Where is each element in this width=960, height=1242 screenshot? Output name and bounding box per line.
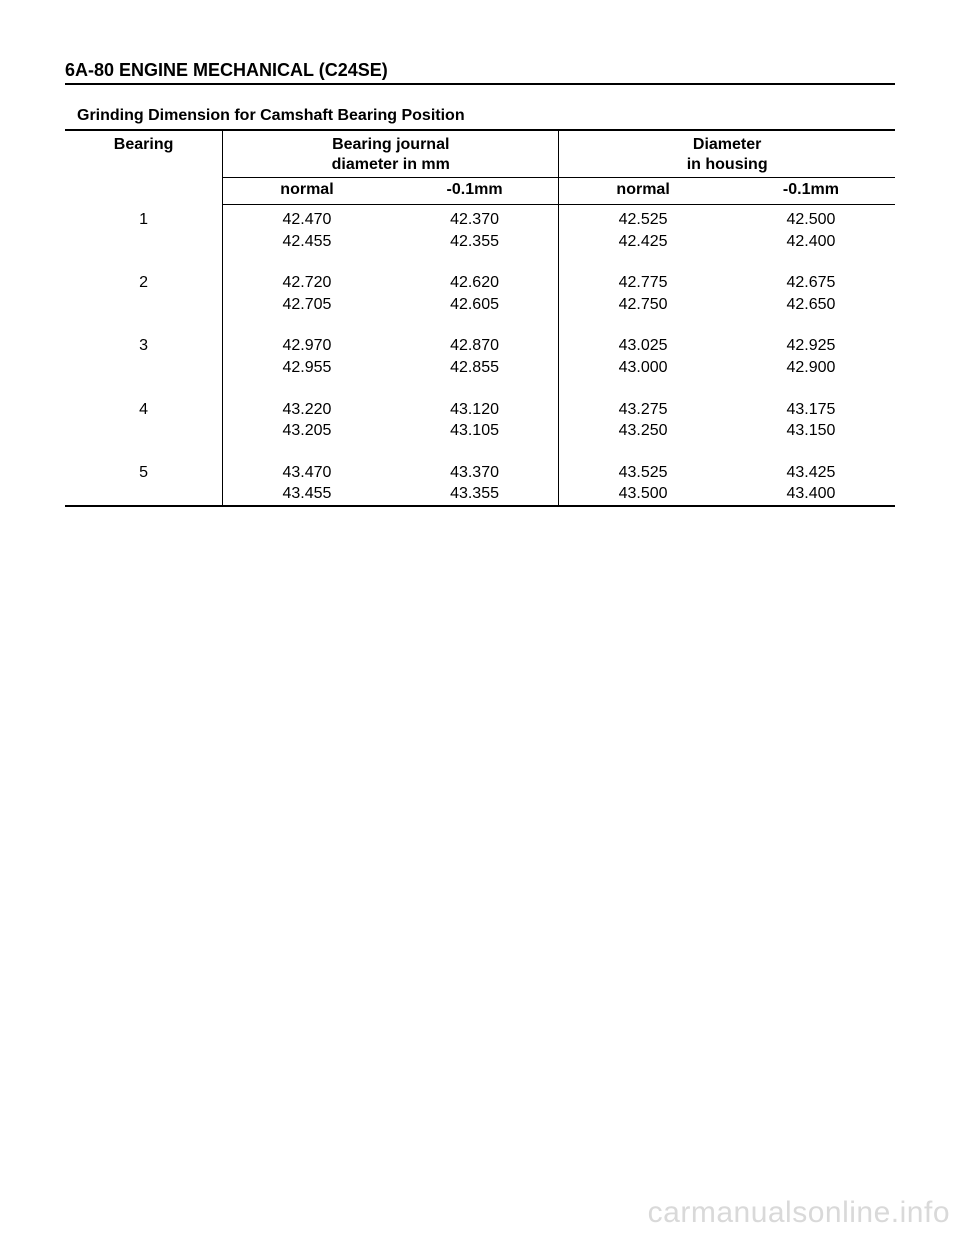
cell-housing-normal: 42.750: [559, 294, 727, 316]
watermark-text: carmanualsonline.info: [648, 1196, 950, 1230]
cell-housing-minus: 42.925: [727, 315, 895, 357]
table-title: Grinding Dimension for Camshaft Bearing …: [77, 107, 895, 125]
col-housing-normal: normal: [559, 178, 727, 205]
cell-bearing: 5: [65, 442, 223, 484]
cell-housing-minus: 42.400: [727, 231, 895, 253]
cell-journal-minus: 42.870: [391, 315, 559, 357]
cell-bearing: [65, 231, 223, 253]
table-header-row-1: Bearing Bearing journaldiameter in mm Di…: [65, 130, 895, 178]
col-journal-normal: normal: [223, 178, 391, 205]
col-bearing: Bearing: [65, 130, 223, 205]
cell-journal-normal: 42.720: [223, 252, 391, 294]
col-diameter-group: Diameterin housing: [559, 130, 895, 178]
cell-housing-minus: 43.175: [727, 379, 895, 421]
cell-journal-normal: 43.205: [223, 420, 391, 442]
cell-journal-normal: 42.705: [223, 294, 391, 316]
table-row: 42.455 42.355 42.425 42.400: [65, 231, 895, 253]
grinding-table: Bearing Bearing journaldiameter in mm Di…: [65, 129, 895, 507]
table-row: 2 42.720 42.620 42.775 42.675: [65, 252, 895, 294]
cell-housing-minus: 43.400: [727, 483, 895, 506]
cell-journal-normal: 43.220: [223, 379, 391, 421]
cell-journal-minus: 42.370: [391, 205, 559, 231]
cell-bearing: 2: [65, 252, 223, 294]
col-housing-minus: -0.1mm: [727, 178, 895, 205]
cell-journal-minus: 43.105: [391, 420, 559, 442]
cell-journal-minus: 42.355: [391, 231, 559, 253]
cell-housing-minus: 42.650: [727, 294, 895, 316]
table-row: 1 42.470 42.370 42.525 42.500: [65, 205, 895, 231]
cell-housing-minus: 42.675: [727, 252, 895, 294]
cell-bearing: [65, 483, 223, 506]
cell-housing-normal: 43.525: [559, 442, 727, 484]
cell-bearing: [65, 294, 223, 316]
cell-bearing: [65, 357, 223, 379]
cell-housing-normal: 42.525: [559, 205, 727, 231]
cell-journal-normal: 42.970: [223, 315, 391, 357]
cell-housing-minus: 43.425: [727, 442, 895, 484]
cell-journal-normal: 42.455: [223, 231, 391, 253]
table-row: 5 43.470 43.370 43.525 43.425: [65, 442, 895, 484]
cell-housing-normal: 43.500: [559, 483, 727, 506]
cell-housing-minus: 42.900: [727, 357, 895, 379]
col-journal-group: Bearing journaldiameter in mm: [223, 130, 559, 178]
table-row: 3 42.970 42.870 43.025 42.925: [65, 315, 895, 357]
cell-journal-normal: 42.955: [223, 357, 391, 379]
table-body: 1 42.470 42.370 42.525 42.500 42.455 42.…: [65, 205, 895, 506]
table-row: 43.205 43.105 43.250 43.150: [65, 420, 895, 442]
cell-journal-normal: 43.455: [223, 483, 391, 506]
table-row: 4 43.220 43.120 43.275 43.175: [65, 379, 895, 421]
cell-bearing: 3: [65, 315, 223, 357]
cell-bearing: [65, 420, 223, 442]
cell-bearing: 4: [65, 379, 223, 421]
cell-journal-minus: 43.355: [391, 483, 559, 506]
page-header: 6A-80 ENGINE MECHANICAL (C24SE): [65, 60, 895, 85]
cell-housing-normal: 43.250: [559, 420, 727, 442]
cell-housing-normal: 42.775: [559, 252, 727, 294]
cell-journal-normal: 42.470: [223, 205, 391, 231]
document-page: 6A-80 ENGINE MECHANICAL (C24SE) Grinding…: [0, 0, 960, 507]
col-journal-minus: -0.1mm: [391, 178, 559, 205]
table-row: 42.955 42.855 43.000 42.900: [65, 357, 895, 379]
cell-housing-minus: 43.150: [727, 420, 895, 442]
cell-journal-minus: 42.605: [391, 294, 559, 316]
cell-housing-minus: 42.500: [727, 205, 895, 231]
cell-housing-normal: 43.025: [559, 315, 727, 357]
cell-bearing: 1: [65, 205, 223, 231]
cell-journal-minus: 43.120: [391, 379, 559, 421]
cell-journal-minus: 43.370: [391, 442, 559, 484]
table-row: 43.455 43.355 43.500 43.400: [65, 483, 895, 506]
cell-journal-minus: 42.620: [391, 252, 559, 294]
cell-journal-normal: 43.470: [223, 442, 391, 484]
cell-journal-minus: 42.855: [391, 357, 559, 379]
table-row: 42.705 42.605 42.750 42.650: [65, 294, 895, 316]
cell-housing-normal: 43.000: [559, 357, 727, 379]
cell-housing-normal: 43.275: [559, 379, 727, 421]
cell-housing-normal: 42.425: [559, 231, 727, 253]
